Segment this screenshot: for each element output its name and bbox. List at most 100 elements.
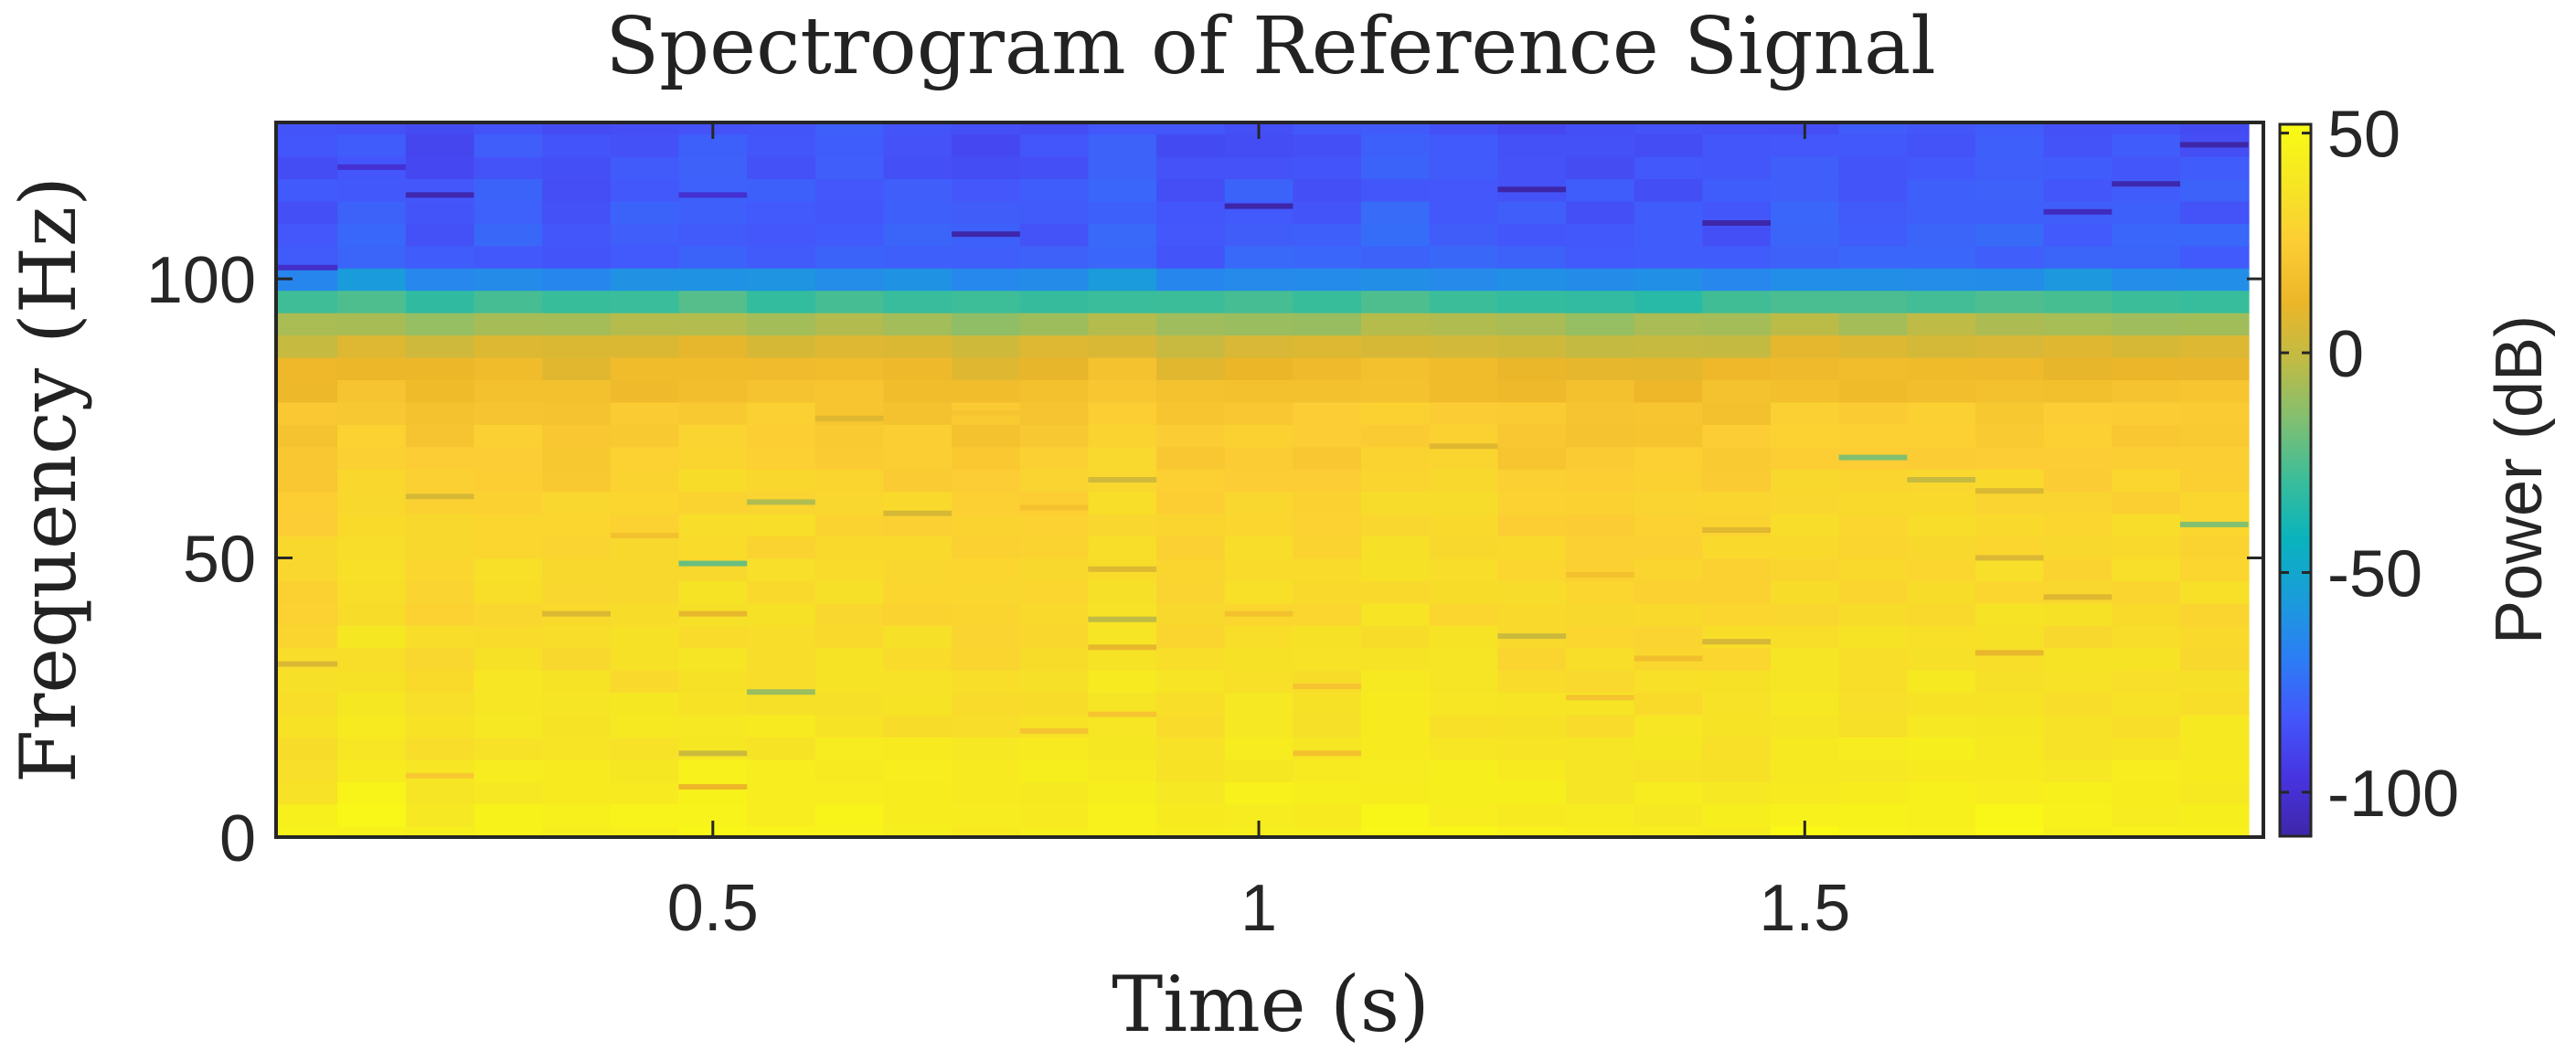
spectrogram-cell xyxy=(1156,423,1226,448)
spectrogram-cell xyxy=(2112,669,2181,694)
spectrogram-cell xyxy=(814,245,885,269)
plot-frame xyxy=(274,121,2265,839)
spectrogram-cell xyxy=(883,491,953,515)
spectrogram-cell xyxy=(1361,737,1431,760)
spectrogram-cell xyxy=(276,647,339,671)
spectrogram-cell xyxy=(276,312,339,336)
spectrogram-cell xyxy=(1224,446,1294,470)
spectrogram-cell xyxy=(1907,602,1976,626)
spectrogram-cell xyxy=(1497,200,1568,224)
spectrogram-cell xyxy=(2043,290,2113,313)
spectrogram-cell xyxy=(1429,356,1499,380)
spectrogram-cell xyxy=(2179,122,2250,135)
spectrogram-cell xyxy=(405,580,475,604)
spectrogram-cell xyxy=(2179,290,2250,313)
spectrogram-cell xyxy=(1497,803,1568,827)
spectrogram-cell xyxy=(1771,155,1840,180)
spectrogram-cell xyxy=(1361,557,1431,581)
spectrogram-cell xyxy=(1361,803,1431,827)
spectrogram-cell xyxy=(1224,312,1294,336)
spectrogram-cell xyxy=(405,290,475,313)
spectrogram-cell xyxy=(610,401,680,425)
spectrogram-cell xyxy=(1566,491,1635,515)
spectrogram-cell xyxy=(542,423,612,448)
spectrogram-cell xyxy=(883,759,953,782)
spectrogram-cell xyxy=(747,513,816,537)
spectrogram-cell xyxy=(2112,223,2181,247)
spectrogram-cell xyxy=(1907,737,1976,760)
spectrogram-cell xyxy=(1224,155,1294,180)
spectrogram-cell xyxy=(1019,602,1090,626)
spectrogram-cell xyxy=(1566,200,1635,224)
spectrogram-cell xyxy=(1361,155,1431,180)
spectrogram-cell xyxy=(2043,669,2113,694)
spectrogram-cell xyxy=(1088,133,1158,157)
spectrogram-cell xyxy=(1224,245,1294,269)
spectrogram-cell xyxy=(474,468,544,493)
x-tick-label: 0.5 xyxy=(667,872,759,945)
spectrogram-cell xyxy=(542,334,612,358)
spectrogram-cell xyxy=(1702,536,1772,559)
spectrogram-cell xyxy=(1566,536,1635,559)
spectrogram-cell xyxy=(405,334,475,358)
spectrogram-cell xyxy=(1293,401,1363,425)
spectrogram-cell xyxy=(678,200,749,224)
spectrogram-cell xyxy=(276,624,339,649)
spectrogram-cell xyxy=(276,714,339,737)
spectrogram-cell xyxy=(405,780,475,805)
spectrogram-cell xyxy=(1634,200,1704,224)
spectrogram-cell xyxy=(678,245,749,269)
spectrogram-cell xyxy=(1634,312,1704,336)
spectrogram-cell xyxy=(276,379,339,403)
spectrogram-cell xyxy=(1224,334,1294,358)
spectrogram-cell xyxy=(1771,669,1840,694)
spectrogram-cell xyxy=(747,122,816,135)
spectral-line xyxy=(1429,443,1498,450)
colorbar-ticks: 50 0 -50 -100 xyxy=(2280,99,2459,831)
spectrogram-cell xyxy=(474,557,544,581)
spectrogram-cell xyxy=(1293,624,1363,649)
spectrogram-cell xyxy=(2043,624,2113,649)
spectrogram-cell xyxy=(474,446,544,470)
spectrogram-cell xyxy=(2179,692,2250,716)
spectrogram-cell xyxy=(2043,825,2113,837)
spectrogram-cell xyxy=(1838,245,1909,269)
spectrogram-cell xyxy=(747,155,816,180)
spectrogram-cell xyxy=(747,669,816,694)
spectrogram-cell xyxy=(1838,356,1909,380)
spectrogram-cell xyxy=(1429,557,1499,581)
spectrogram-cell xyxy=(1156,312,1226,336)
spectrogram-cell xyxy=(337,803,407,827)
spectrogram-cell xyxy=(474,133,544,157)
spectrogram-cell xyxy=(1361,759,1431,782)
spectrogram-cell xyxy=(952,602,1021,626)
spectrogram-cell xyxy=(1293,200,1363,224)
spectrogram-cell xyxy=(337,379,407,403)
spectrogram-cell xyxy=(610,122,680,135)
spectrogram-cell xyxy=(337,245,407,269)
spectral-line xyxy=(337,164,406,170)
spectral-line xyxy=(2043,208,2113,215)
spectrogram-cell xyxy=(1429,737,1499,760)
spectrogram-cell xyxy=(2112,602,2181,626)
spectrogram-cell xyxy=(1907,334,1976,358)
spectrogram-cell xyxy=(1566,267,1635,292)
spectrogram-cell xyxy=(2112,334,2181,358)
spectrogram-cell xyxy=(1497,312,1568,336)
spectrogram-cell xyxy=(1838,290,1909,313)
spectrogram-cell xyxy=(2043,155,2113,180)
spectrogram-cell xyxy=(1019,491,1090,515)
spectrogram-cell xyxy=(1702,580,1772,604)
spectrogram-cell xyxy=(1293,647,1363,671)
spectrogram-cell xyxy=(1771,245,1840,269)
spectrogram-cell xyxy=(2179,714,2250,737)
spectrogram-cell xyxy=(1771,737,1840,760)
spectrogram-cell xyxy=(405,692,475,716)
spectrogram-cell xyxy=(952,290,1021,313)
spectrogram-cell xyxy=(337,223,407,247)
spectrogram-cell xyxy=(2179,759,2250,782)
spectrogram-cell xyxy=(1634,245,1704,269)
spectrogram-cell xyxy=(1156,647,1226,671)
spectrogram-cell xyxy=(610,446,680,470)
spectrogram-cell xyxy=(2112,714,2181,737)
